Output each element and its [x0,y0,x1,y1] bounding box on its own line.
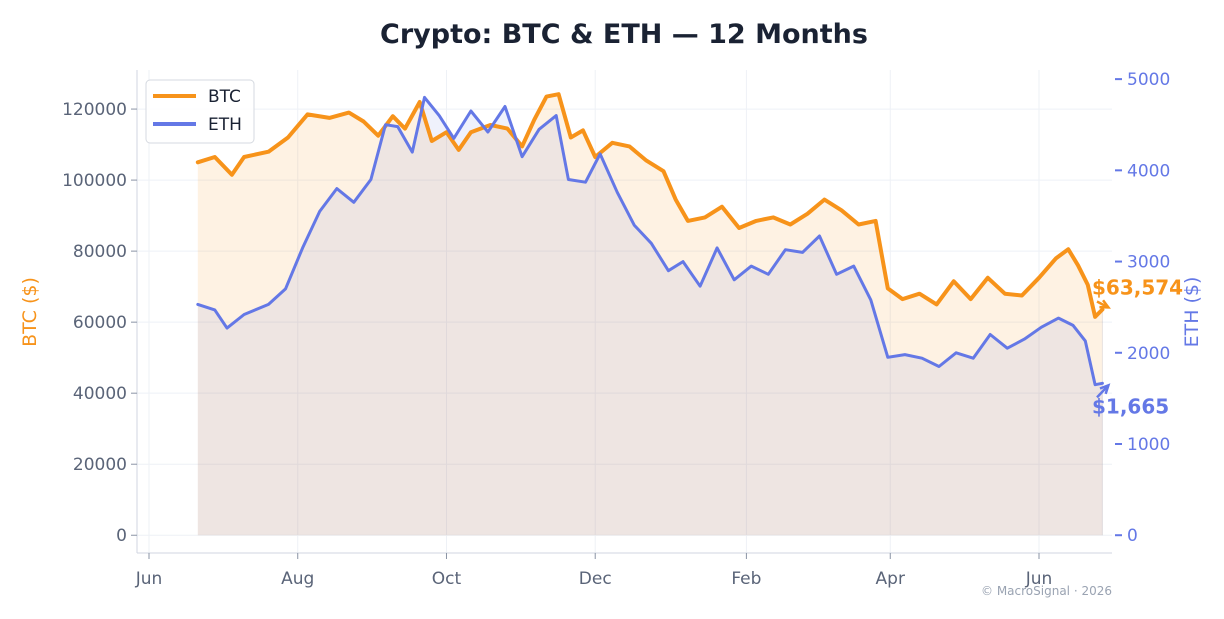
x-tick-label: Dec [579,569,612,589]
legend-label-eth: ETH [208,115,242,135]
y-left-tick-label: 120000 [62,100,127,120]
x-tick-label: Jun [1025,569,1053,589]
x-tick-label: Apr [876,569,905,589]
x-tick-label: Feb [731,569,761,589]
legend-label-btc: BTC [208,87,241,107]
area-fills [197,94,1103,536]
annotation-arrowhead-btc [1099,299,1111,309]
series-lines [195,92,1105,387]
y-right-tick-label: 5000 [1127,70,1170,90]
annotation-arrowhead-eth [1099,383,1111,395]
grid [137,70,1112,553]
series-line-eth [196,95,1104,387]
y-left-tick-label: 40000 [73,384,127,404]
area-fill-btc [197,94,1103,536]
area-fill-eth [197,97,1103,536]
annotations: $63,574 $1,665 [1092,275,1183,418]
y-right-tick-label: 1000 [1127,435,1170,455]
tick-labels: 0 20000 40000 60000 80000 100000 120000 0 1000 20… [62,70,1170,589]
y-left-tick-label: 20000 [73,455,127,475]
y-left-tick-label: 100000 [62,171,127,191]
legend: BTC ETH [145,79,255,144]
axes [136,70,1112,554]
series-line-btc [195,92,1105,319]
y-left-tick-label: 60000 [73,313,127,333]
watermark: © MacroSignal · 2026 [981,584,1112,598]
chart-title: Crypto: BTC & ETH — 12 Months [380,19,868,50]
y-right-tick-label: 0 [1127,526,1138,546]
annotation-label-btc: $63,574 [1092,275,1183,299]
y-left-axis-label: BTC ($) [19,277,41,347]
x-tick-label: Aug [281,569,314,589]
x-tick-label: Oct [432,569,462,589]
y-left-tick-label: 80000 [73,242,127,262]
y-right-axis-label: ETH ($) [1181,277,1203,348]
y-right-tick-label: 4000 [1127,161,1170,181]
y-right-tick-label: 3000 [1127,253,1170,273]
annotation-label-eth: $1,665 [1092,394,1169,418]
x-tick-label: Jun [135,569,163,589]
y-left-tick-label: 0 [116,526,127,546]
y-right-tick-label: 2000 [1127,344,1170,364]
